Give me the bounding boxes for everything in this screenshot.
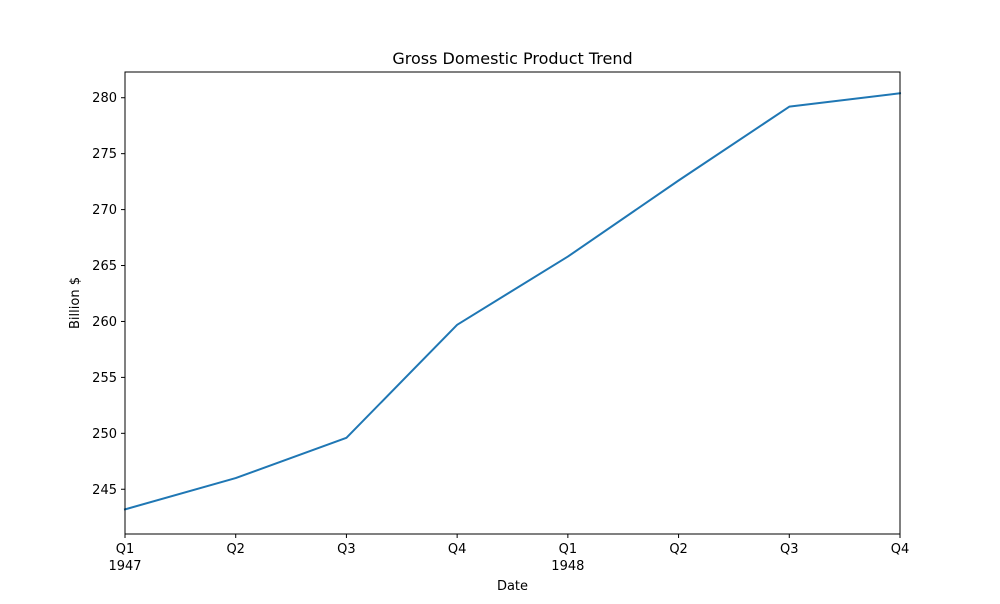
x-tick-label-quarter: Q1: [116, 542, 135, 557]
gdp-series-line: [123, 92, 902, 511]
series-layer: [123, 92, 902, 511]
x-tick-label-quarter: Q3: [337, 542, 356, 557]
y-tick-label: 275: [92, 147, 117, 162]
y-axis-label: Billion $: [68, 277, 83, 329]
x-axis-ticks: Q1 1947 Q2 Q3 Q4 Q1 1948 Q2 Q3 Q4: [108, 534, 909, 574]
y-tick-label: 245: [92, 483, 117, 498]
y-tick-label: 260: [92, 315, 117, 330]
x-tick-label-quarter: Q4: [891, 542, 910, 557]
x-tick-label-quarter: Q4: [448, 542, 467, 557]
y-tick-label: 265: [92, 259, 117, 274]
x-tick-label-quarter: Q2: [226, 542, 245, 557]
y-tick-label: 255: [92, 371, 117, 386]
y-axis-ticks: 245 250 255 260 265 270 275 280: [92, 91, 125, 498]
y-tick-label: 250: [92, 427, 117, 442]
x-tick-label-quarter: Q2: [669, 542, 688, 557]
plot-frame: [124, 71, 901, 535]
y-tick-label: 280: [92, 91, 117, 106]
y-tick-label: 270: [92, 203, 117, 218]
chart-title: Gross Domestic Product Trend: [392, 49, 632, 68]
x-tick-label-year: 1947: [108, 559, 141, 574]
x-tick-label-quarter: Q1: [559, 542, 578, 557]
x-axis-label: Date: [497, 579, 528, 594]
x-tick-label-year: 1948: [551, 559, 584, 574]
x-tick-label-quarter: Q3: [780, 542, 799, 557]
